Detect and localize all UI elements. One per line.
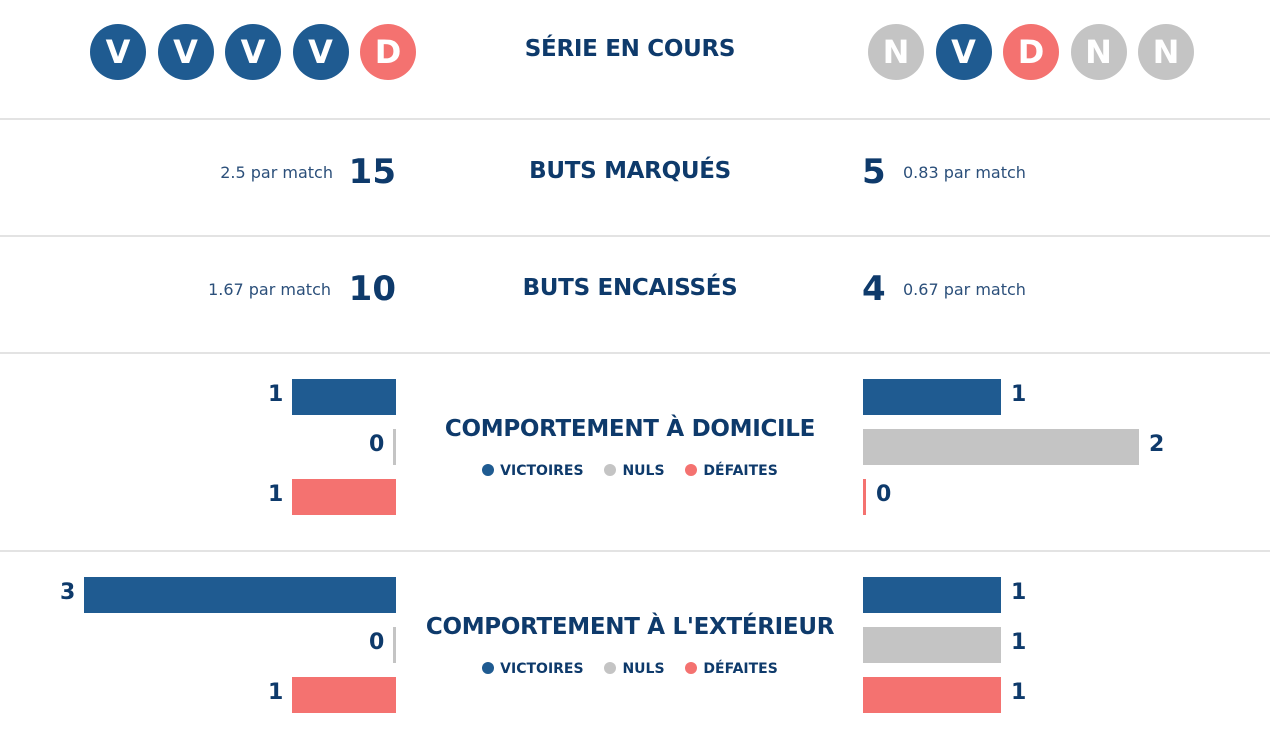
form-result-left-4: V [292,24,349,80]
home-bar-left-wins [292,379,396,415]
divider [0,352,1270,354]
home-bar-label-left-draws: 0 [369,432,385,457]
away-bar-right-wins [863,577,1001,613]
form-result-left-1: V [90,24,146,80]
home-bar-left-losses [292,479,396,515]
form-result-left-5: D [360,24,416,80]
home-bar-left-draws [393,429,396,465]
form-title: SÉRIE EN COURS [524,36,736,62]
legend-item-draws: NULS [604,463,665,479]
away-bar-label-left-wins: 3 [60,580,76,605]
legend-label-draws: NULS [622,661,665,677]
home-bar-right-losses [863,479,866,515]
away-bar-label-left-losses: 1 [268,680,284,705]
goals-scored-section: 2.5 par match 15 BUTS MARQUÉS 5 0.83 par… [0,120,1270,235]
goals-scored-right-per-match: 0.83 par match [903,163,1026,182]
form-result-right-4: N [1070,24,1127,80]
form-result-right-2: V [935,24,992,80]
legend-label-wins: VICTOIRES [500,463,584,479]
home-bar-right-draws [863,429,1139,465]
home-bar-right-wins [863,379,1001,415]
away-bar-label-left-draws: 0 [369,630,385,655]
legend-item-wins: VICTOIRES [482,661,584,677]
legend-label-losses: DÉFAITES [703,661,778,677]
goals-conceded-left-total: 10 [348,269,396,309]
legend-label-losses: DÉFAITES [703,463,778,479]
away-behavior-title: COMPORTEMENT À L'EXTÉRIEUR [425,614,835,640]
legend-item-losses: DÉFAITES [685,463,778,479]
goals-scored-left-total: 15 [348,152,396,192]
goals-conceded-right-total: 4 [862,269,886,309]
goals-scored-right-total: 5 [862,152,886,192]
away-bar-left-wins [84,577,396,613]
away-bar-label-right-losses: 1 [1011,680,1027,705]
form-result-left-3: V [225,24,281,80]
home-bar-label-right-wins: 1 [1011,382,1027,407]
form-result-left-2: V [157,24,214,80]
legend-dot-draws [604,464,617,476]
home-bar-label-right-losses: 0 [876,482,892,507]
away-bar-left-losses [292,677,396,713]
home-legend: VICTOIRES NULS DÉFAITES [415,463,845,479]
home-bar-label-left-wins: 1 [268,382,284,407]
legend-dot-draws [604,662,617,674]
away-bar-left-draws [393,627,396,663]
legend-dot-losses [685,662,698,674]
home-behavior-title: COMPORTEMENT À DOMICILE [444,416,816,442]
goals-scored-left-per-match: 2.5 par match [220,163,333,182]
goals-conceded-section: 1.67 par match 10 BUTS ENCAISSÉS 4 0.67 … [0,237,1270,352]
away-bar-right-draws [863,627,1001,663]
legend-label-wins: VICTOIRES [500,661,584,677]
form-result-right-3: D [1003,24,1059,80]
divider [0,118,1270,120]
home-bar-label-right-draws: 2 [1149,432,1165,457]
away-bar-right-losses [863,677,1001,713]
legend-item-wins: VICTOIRES [482,463,584,479]
form-result-right-5: N [1138,24,1194,80]
away-legend: VICTOIRES NULS DÉFAITES [415,661,845,677]
legend-dot-wins [482,464,495,476]
legend-item-losses: DÉFAITES [685,661,778,677]
home-behavior-section: 1 0 1 1 2 0 COMPORTEMENT À DOMICILE VICTOIRES… [0,354,1270,550]
divider [0,235,1270,237]
away-bar-label-right-wins: 1 [1011,580,1027,605]
goals-conceded-right-per-match: 0.67 par match [903,280,1026,299]
form-result-right-1: N [868,24,924,80]
goals-conceded-left-per-match: 1.67 par match [208,280,331,299]
away-behavior-section: 3 0 1 1 1 1 COMPORTEMENT À L'EXTÉRIEUR VICTOI… [0,552,1270,744]
away-bar-label-right-draws: 1 [1011,630,1027,655]
home-bar-label-left-losses: 1 [268,482,284,507]
legend-label-draws: NULS [622,463,665,479]
goals-scored-title: BUTS MARQUÉS [529,158,731,184]
divider [0,550,1270,552]
legend-item-draws: NULS [604,661,665,677]
legend-dot-losses [685,464,698,476]
goals-conceded-title: BUTS ENCAISSÉS [522,275,738,301]
legend-dot-wins [482,662,495,674]
